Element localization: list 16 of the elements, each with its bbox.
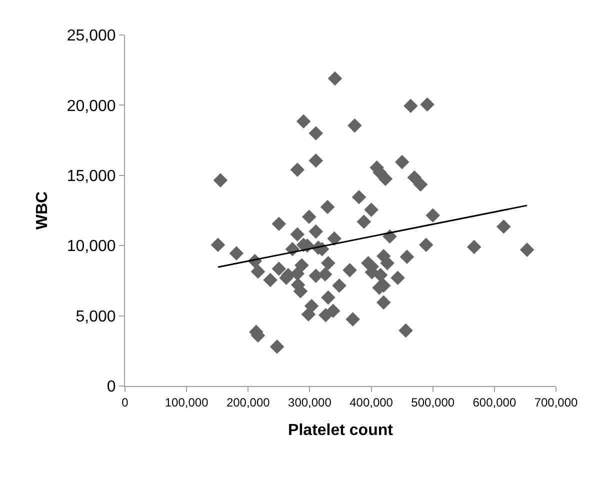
y-tick-label: 0 [106, 378, 116, 396]
y-tick-label: 25,000 [66, 28, 116, 45]
y-tick-label: 10,000 [66, 238, 116, 256]
x-tick-label: 400,000 [350, 395, 394, 410]
x-tick-label: 100,000 [164, 395, 209, 410]
x-tick-label: 300,000 [288, 395, 332, 410]
x-tick-label: 200,000 [226, 395, 270, 410]
x-tick-label: 600,000 [472, 395, 516, 410]
y-axis-title: WBC [34, 190, 51, 230]
y-tick-label: 5,000 [76, 308, 116, 326]
x-tick-label: 0 [122, 395, 129, 410]
y-tick-label: 15,000 [66, 168, 116, 185]
y-tick-label: 20,000 [66, 98, 116, 115]
x-tick-label: 700,000 [534, 395, 578, 410]
x-axis-title: Platelet count [288, 422, 394, 440]
x-tick-label: 500,000 [411, 395, 455, 410]
